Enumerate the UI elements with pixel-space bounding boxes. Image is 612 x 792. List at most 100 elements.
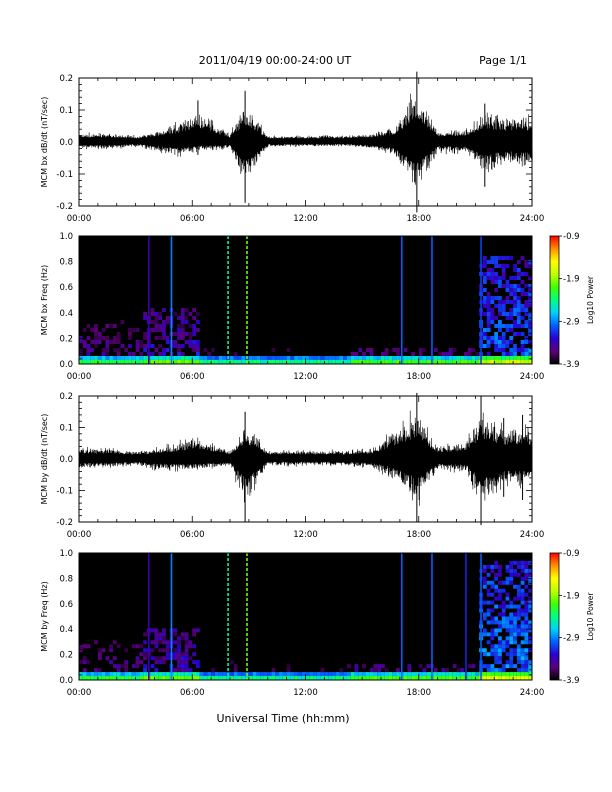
spectrogram-cell	[196, 664, 200, 669]
spectrogram-cell	[467, 672, 472, 677]
spectrogram-cell	[528, 588, 532, 593]
spectrogram-cell	[528, 304, 532, 308]
spectrogram-cell	[260, 676, 264, 680]
spectrogram-cell	[494, 632, 499, 637]
spectrogram-cell	[456, 356, 461, 360]
spectrogram-cell	[339, 360, 344, 364]
spectrogram-cell	[505, 340, 510, 344]
spectrogram-cell	[237, 672, 242, 677]
spectrogram-cell	[196, 344, 200, 348]
spectrogram-cell	[509, 612, 514, 617]
spectrogram-cell	[445, 672, 449, 677]
spectrogram-cell	[158, 312, 163, 316]
spectrogram-cell	[384, 348, 389, 352]
spectrogram-cell	[528, 276, 532, 280]
spectrogram-cell	[501, 624, 506, 629]
spectrogram-cell	[509, 580, 514, 585]
spectrogram-cell	[313, 356, 317, 360]
spectrogram-cell	[286, 348, 291, 352]
spectrogram-cell	[112, 356, 117, 360]
spectrogram-cell	[498, 644, 502, 649]
spectrogram-cell	[490, 608, 495, 613]
spectrogram-cell	[516, 612, 521, 617]
spectrogram-cell	[516, 284, 521, 288]
spectrogram-cell	[320, 676, 325, 680]
spectrogram-cell	[180, 356, 185, 360]
spectrogram-cell	[177, 664, 181, 669]
spectrogram-cell	[184, 320, 189, 324]
spectrogram-cell	[222, 360, 227, 364]
spectrogram-cell	[150, 656, 155, 661]
spectrogram-cell	[271, 672, 276, 677]
spectrogram-cell	[520, 560, 525, 565]
spectrogram-cell	[482, 580, 487, 585]
spectrogram-cell	[520, 568, 525, 573]
spectrogram-cell	[509, 616, 514, 621]
spectrogram-cell	[528, 604, 532, 609]
spectrogram-cell	[101, 360, 106, 364]
spectrogram-cell	[184, 360, 189, 364]
spectrogram-cell	[116, 360, 121, 364]
spectrogram-cell	[498, 304, 502, 308]
spectrogram-cell	[520, 352, 525, 356]
x-axis-label: Universal Time (hh:mm)	[217, 712, 350, 725]
spectrogram-cell	[79, 340, 83, 344]
spectrogram-cell	[180, 632, 185, 637]
spectrogram-cell	[494, 344, 499, 348]
spectrogram-cell	[482, 648, 487, 653]
spectrogram-cell	[384, 672, 389, 677]
spectrogram-cell	[139, 360, 144, 364]
spectrogram-cell	[192, 628, 197, 633]
spectrogram-cell	[180, 668, 185, 673]
spectrogram-cell	[520, 340, 525, 344]
spectrogram-cell	[501, 360, 506, 364]
spectrogram-cell	[520, 348, 525, 352]
spectrogram-cell	[513, 664, 517, 669]
spectrogram-cell	[448, 360, 453, 364]
spectrogram-cell	[448, 676, 453, 680]
spectrogram-cell	[350, 352, 355, 356]
spectrogram-cell	[392, 348, 397, 352]
spectrogram-cell	[237, 356, 242, 360]
spectrogram-cell	[498, 564, 502, 569]
spectrogram-cell	[97, 360, 102, 364]
spectrogram-cell	[528, 284, 532, 288]
spectrogram-cell	[381, 672, 385, 677]
spectrogram-cell	[162, 348, 166, 352]
spectrogram-cell	[177, 668, 181, 673]
spectrogram-cell	[362, 360, 366, 364]
spectrogram-cell	[498, 280, 502, 284]
spectrogram-cell	[482, 344, 487, 348]
spectrogram-cell	[86, 660, 91, 665]
spectrogram-cell	[509, 576, 514, 581]
spectrogram-cell	[150, 648, 155, 653]
spectrogram-cell	[516, 652, 521, 657]
spectrogram-cell	[94, 340, 98, 344]
spectrogram-cell	[524, 632, 529, 637]
spectrogram-cell	[365, 672, 370, 677]
spectrogram-cell	[494, 296, 499, 300]
spectrogram-cell	[286, 356, 291, 360]
spectrogram-cell	[524, 584, 529, 589]
spectrogram-cell	[369, 356, 374, 360]
spectrogram-cell	[90, 328, 95, 332]
spectrogram-cell	[388, 360, 393, 364]
spectrogram-cell	[109, 672, 113, 677]
spectrogram-cell	[467, 352, 472, 356]
spectrogram-cell	[154, 668, 159, 673]
spectrogram-cell	[520, 612, 525, 617]
spectrogram-cell	[347, 356, 351, 360]
spectrogram-cell	[505, 284, 510, 288]
spectrogram-cell	[116, 332, 121, 336]
spectrogram-cell	[422, 360, 427, 364]
spectrogram-cell	[482, 616, 487, 621]
spectrogram-cell	[135, 664, 140, 669]
y-tick-label: 1.0	[59, 549, 73, 559]
spectrogram-cell	[482, 612, 487, 617]
spectrogram-cell	[131, 672, 136, 677]
spectrogram-cell	[101, 348, 106, 352]
spectrogram-cell	[184, 636, 189, 641]
spectrogram-cell	[486, 340, 491, 344]
spectrogram-cell	[373, 356, 378, 360]
spectrogram-cell	[165, 360, 170, 364]
